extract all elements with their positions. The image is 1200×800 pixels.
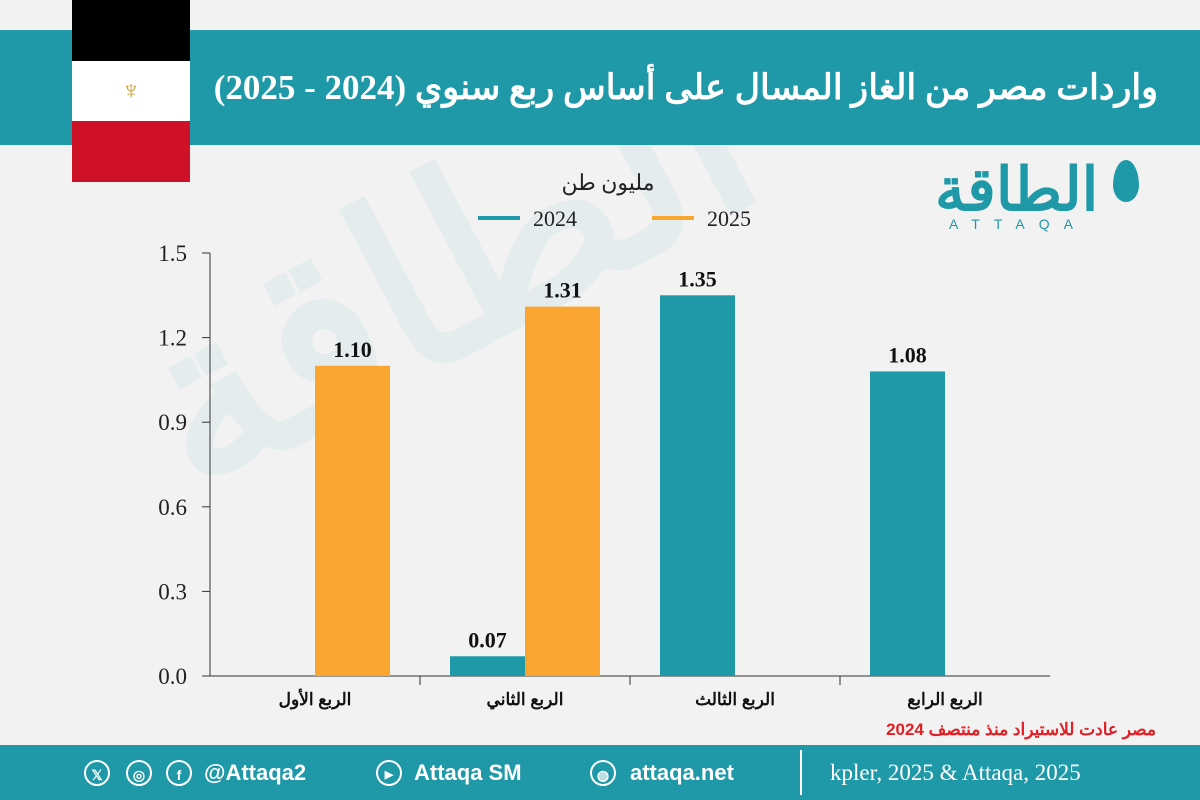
page-title: واردات مصر من الغاز المسال على أساس ربع … [213,68,1158,107]
data-label: 0.07 [468,627,507,652]
footer-source: kpler, 2025 & Attaqa, 2025 [830,760,1081,785]
logo-arabic: الطاقة [935,156,1099,223]
y-tick-label: 0.3 [158,579,187,604]
data-label: 1.10 [333,337,372,362]
data-label: 1.31 [543,278,582,303]
logo-english: ATTAQA [949,216,1087,232]
x-tick-label: الربع الأول [279,688,352,710]
legend-label-2025: 2025 [707,206,751,231]
attaqa-logo: الطاقة ATTAQA [935,150,1160,250]
egypt-flag-overlay: ♆ [72,0,190,182]
y-unit-label: مليون طن [562,170,655,196]
title-bar [0,30,1200,145]
x-icon[interactable]: 𝕏 [84,760,110,786]
y-tick-label: 0.6 [158,495,187,520]
bar-2024-4 [870,371,945,676]
x-tick-label: الربع الرابع [907,690,983,710]
x-tick-label: الربع الثاني [487,690,564,710]
y-tick-label: 1.5 [158,241,187,266]
y-tick-label: 0.9 [158,410,187,435]
legend-label-2024: 2024 [533,206,577,231]
y-tick-label: 1.2 [158,326,187,351]
facebook-icon[interactable]: f [166,760,192,786]
bar-chart: مليون طن 2024 2025 0.0 0.3 0.6 0.9 1.2 1.5 الربع … [158,170,1050,710]
y-tick-label: 0.0 [158,664,187,689]
data-label: 1.35 [678,266,717,291]
bar-2024-2 [450,656,525,676]
web-icon[interactable]: ◍ [590,760,616,786]
instagram-icon[interactable]: ◎ [126,760,152,786]
eagle-emblem-icon: ♆ [121,74,141,105]
bar-2024-3 [660,295,735,676]
footer-separator [800,750,802,795]
footer-website[interactable]: attaqa.net [630,760,734,785]
youtube-icon[interactable]: ▶ [376,760,402,786]
data-label: 1.08 [888,342,927,367]
oil-drop-icon [1113,160,1139,202]
footer-youtube[interactable]: Attaqa SM [414,760,522,785]
footer-handle[interactable]: @Attaqa2 [204,760,307,785]
x-tick-label: الربع الثالث [695,690,775,710]
chart-note: مصر عادت للاستيراد منذ منتصف 2024 [886,720,1156,739]
bar-2025-2 [525,306,600,676]
bar-2025-1 [315,365,390,676]
